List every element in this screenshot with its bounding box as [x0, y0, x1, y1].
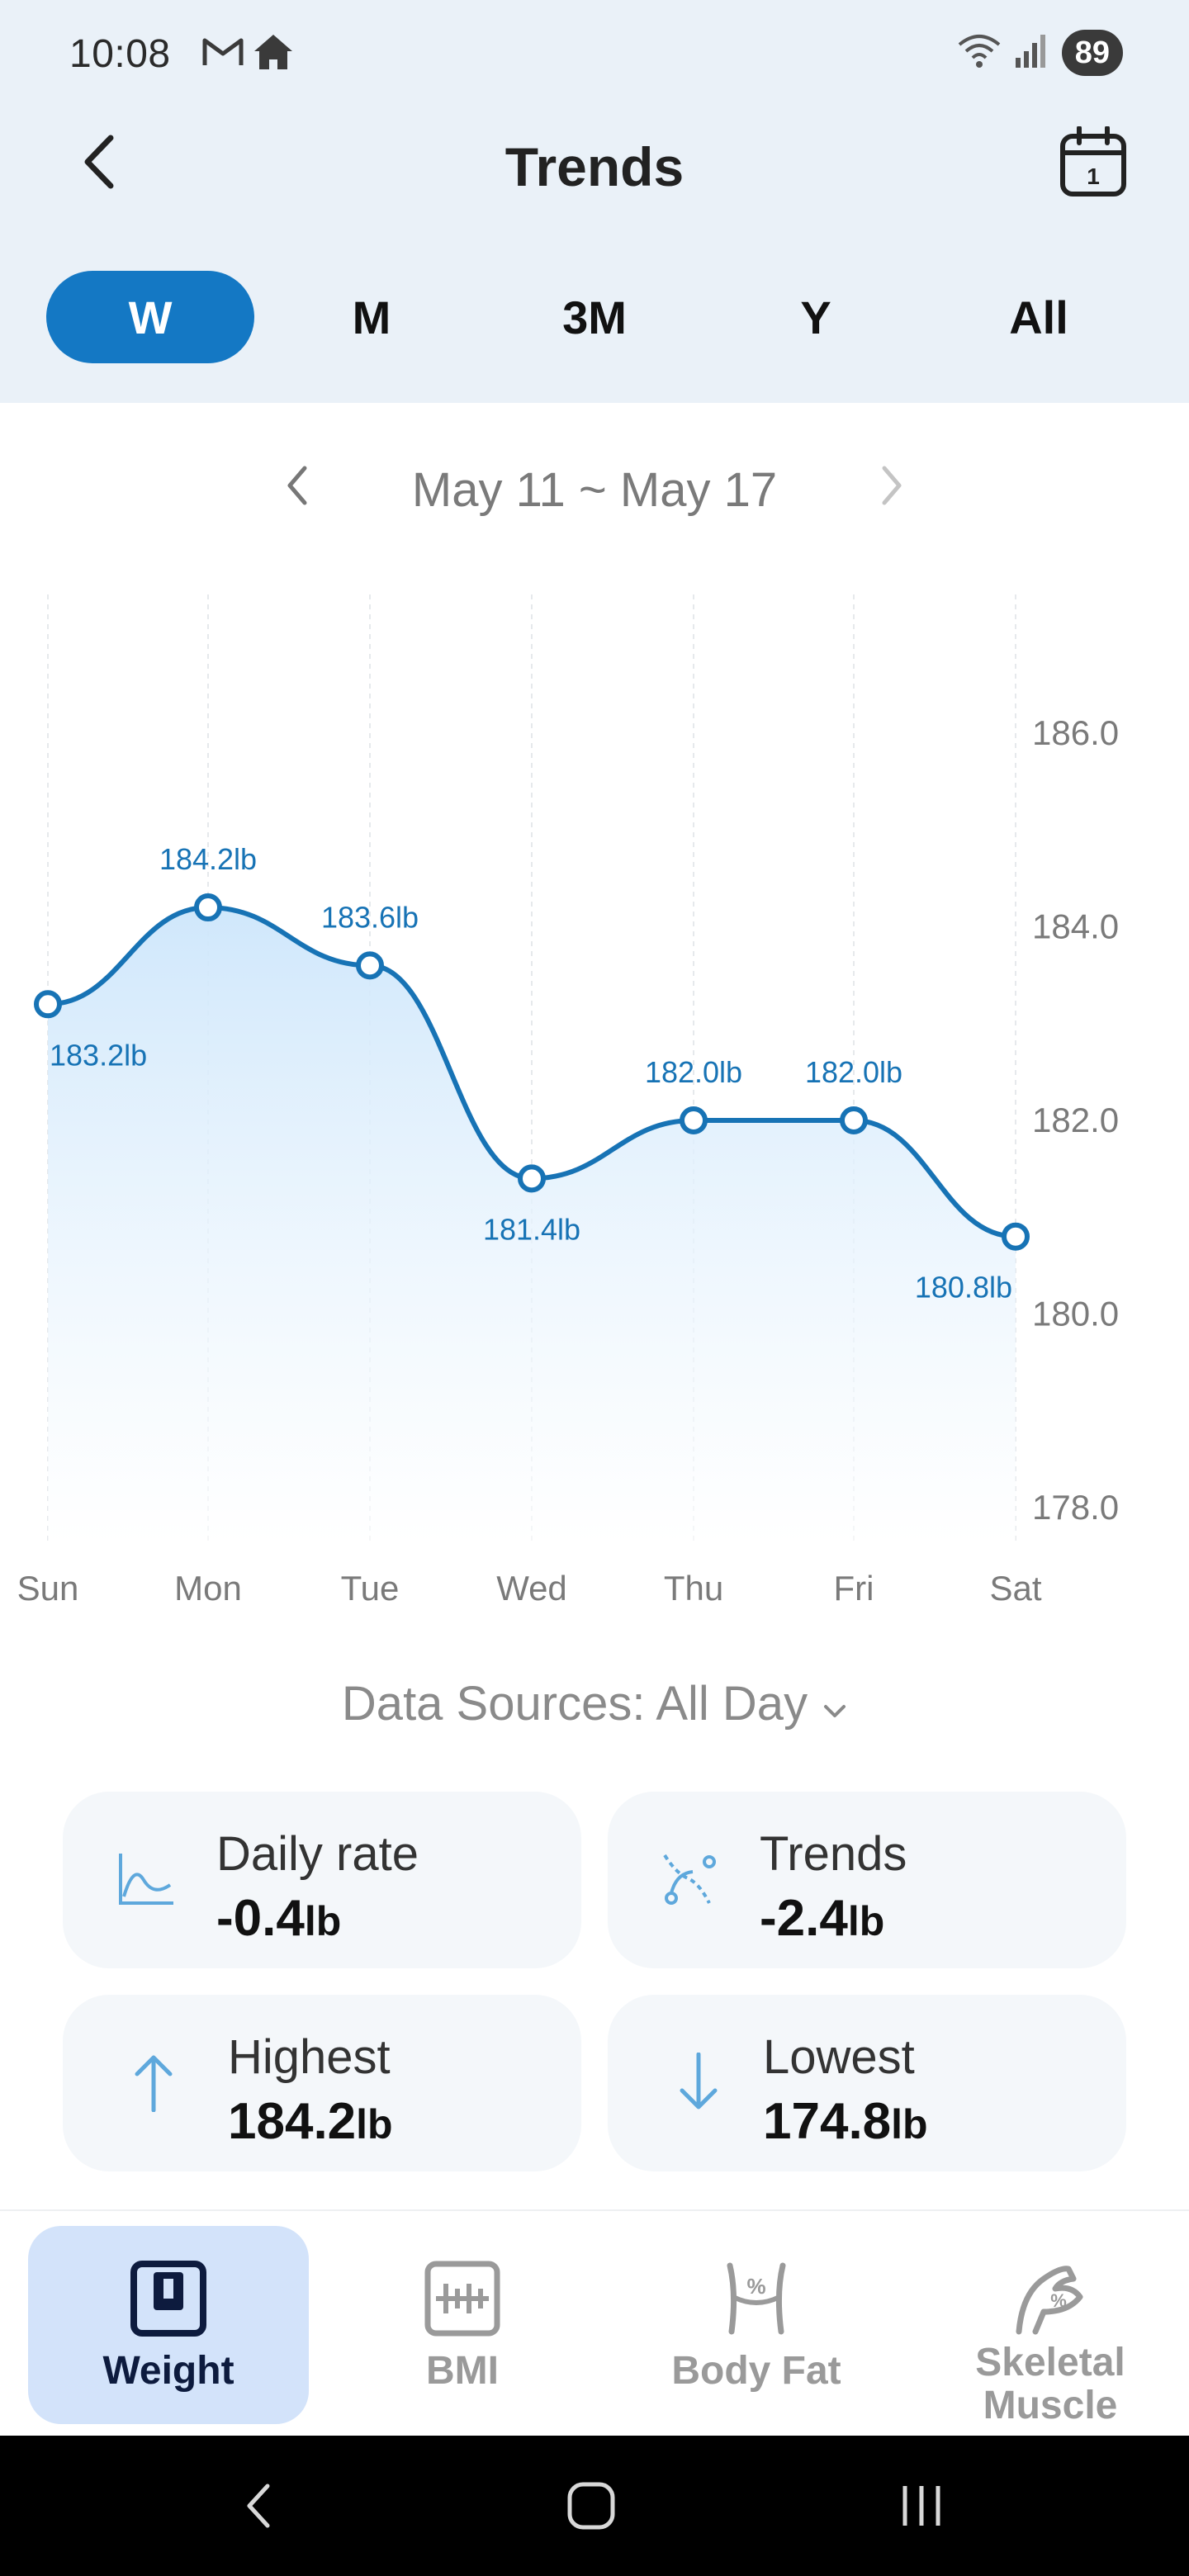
stat-label: Lowest [763, 2030, 915, 2084]
data-label: 183.2lb [50, 1038, 147, 1072]
chevron-left-icon [81, 133, 117, 195]
data-point [356, 951, 384, 980]
body-fat-icon: % [616, 2256, 897, 2342]
stat-card-lowest: Lowest 174.8lb [608, 1995, 1126, 2171]
data-point [194, 893, 222, 922]
y-tick-label: 186.0 [1032, 713, 1119, 752]
date-range: May 11 ~ May 17 [411, 463, 778, 517]
data-point [34, 990, 62, 1019]
tab-3m[interactable]: 3M [562, 291, 627, 343]
x-tick-label: Wed [496, 1569, 567, 1608]
stat-label: Trends [760, 1827, 907, 1881]
bmi-icon [322, 2256, 603, 2342]
svg-text:%: % [1050, 2290, 1067, 2311]
nav-item-skeletal-muscle[interactable]: % Skeletal Muscle [910, 2226, 1189, 2427]
period-tabs: W M 3M Y All [46, 271, 1143, 363]
stat-value: 184.2lb [228, 2093, 393, 2150]
status-system: 89 [956, 30, 1123, 76]
data-label: 184.2lb [159, 842, 257, 876]
header: Trends 1 [0, 116, 1189, 215]
back-button[interactable] [66, 130, 132, 197]
arrow-down-icon [666, 2049, 732, 2115]
nav-item-bmi[interactable]: BMI [322, 2226, 603, 2424]
stat-card-highest: Highest 184.2lb [63, 1995, 581, 2171]
data-label: 182.0lb [645, 1055, 742, 1089]
calendar-button[interactable]: 1 [1054, 124, 1133, 203]
muscle-icon: % [910, 2256, 1189, 2342]
arrow-up-icon [121, 2049, 187, 2115]
stat-value: -2.4lb [760, 1890, 885, 1947]
y-tick-label: 182.0 [1032, 1101, 1119, 1139]
data-sources-dropdown[interactable]: Data Sources: All Day [0, 1676, 1189, 1731]
x-tick-label: Fri [834, 1569, 874, 1608]
system-recents-icon [902, 2486, 940, 2526]
svg-text:%: % [746, 2274, 765, 2299]
data-sources-label: Data Sources: All Day [341, 1677, 808, 1731]
data-point [680, 1106, 708, 1134]
svg-text:1: 1 [1087, 163, 1100, 189]
stat-label: Highest [228, 2030, 391, 2084]
chart-svg: 183.2lb 184.2lb 183.6lb 181.4lb 182.0lb 182.0… [17, 594, 1119, 1608]
x-tick-label: Sat [989, 1569, 1041, 1608]
y-tick-label: 184.0 [1032, 907, 1119, 946]
data-point [518, 1164, 546, 1193]
wifi-icon [956, 33, 1002, 73]
system-back-icon [247, 2484, 270, 2528]
bottom-nav: Weight BMI % Body Fat % Skeletal Muscle [0, 2209, 1189, 2436]
chevron-left-icon [285, 465, 310, 510]
stat-value: 174.8lb [763, 2093, 928, 2150]
gmail-icon [201, 36, 244, 73]
y-tick-label: 180.0 [1032, 1295, 1119, 1333]
system-back-button[interactable] [218, 2469, 301, 2543]
nav-label: Body Fat [671, 2349, 841, 2393]
nav-item-body-fat[interactable]: % Body Fat [616, 2226, 897, 2424]
x-tick-label: Sun [17, 1569, 79, 1608]
nav-label: Weight [102, 2349, 234, 2393]
data-label: 183.6lb [321, 900, 419, 934]
data-point [840, 1106, 868, 1134]
data-label: 181.4lb [483, 1212, 580, 1246]
date-navigator: May 11 ~ May 17 [0, 446, 1189, 528]
status-bar: 10:08 89 [0, 0, 1189, 107]
tab-m[interactable]: M [352, 291, 391, 343]
tab-w[interactable]: W [46, 271, 254, 363]
nav-label: Skeletal Muscle [975, 2341, 1125, 2427]
series-area [48, 907, 1016, 1544]
signal-icon [1014, 33, 1050, 73]
previous-week-button[interactable] [264, 454, 330, 520]
tab-all[interactable]: All [1009, 291, 1068, 343]
data-label: 182.0lb [805, 1055, 902, 1089]
data-label: 180.8lb [915, 1271, 1012, 1305]
battery-indicator: 89 [1061, 30, 1123, 76]
x-tick-label: Mon [174, 1569, 242, 1608]
chevron-down-icon [822, 1676, 847, 1731]
stat-card-trends: Trends -2.4lb [608, 1792, 1126, 1968]
chevron-right-icon [879, 465, 904, 510]
data-point [1002, 1222, 1030, 1251]
system-home-button[interactable] [550, 2469, 632, 2543]
next-week-button[interactable] [859, 454, 925, 520]
trend-path-icon [657, 1846, 723, 1912]
nav-label: BMI [426, 2349, 499, 2393]
x-tick-label: Tue [341, 1569, 400, 1608]
home-icon [253, 33, 294, 75]
stat-label: Daily rate [216, 1827, 419, 1881]
stat-value: -0.4lb [216, 1890, 342, 1947]
system-recents-button[interactable] [880, 2469, 963, 2543]
system-navigation-bar [0, 2436, 1189, 2576]
scale-icon [28, 2256, 309, 2342]
status-notification-icons [201, 33, 294, 75]
system-home-icon [567, 2482, 615, 2530]
y-tick-label: 178.0 [1032, 1488, 1119, 1527]
calendar-icon: 1 [1059, 125, 1127, 201]
stat-card-daily-rate: Daily rate -0.4lb [63, 1792, 581, 1968]
curve-chart-icon [112, 1846, 178, 1912]
page-title: Trends [504, 136, 685, 197]
tab-y[interactable]: Y [800, 291, 831, 343]
weight-trend-chart: 183.2lb 184.2lb 183.6lb 181.4lb 182.0lb 182.0… [0, 570, 1189, 1627]
nav-item-weight[interactable]: Weight [28, 2226, 309, 2424]
status-time: 10:08 [69, 32, 171, 76]
x-tick-label: Thu [664, 1569, 723, 1608]
